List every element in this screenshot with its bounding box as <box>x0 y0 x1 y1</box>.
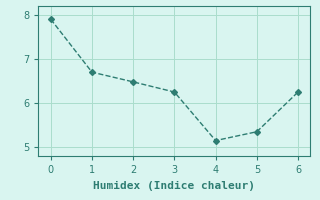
X-axis label: Humidex (Indice chaleur): Humidex (Indice chaleur) <box>93 181 255 191</box>
